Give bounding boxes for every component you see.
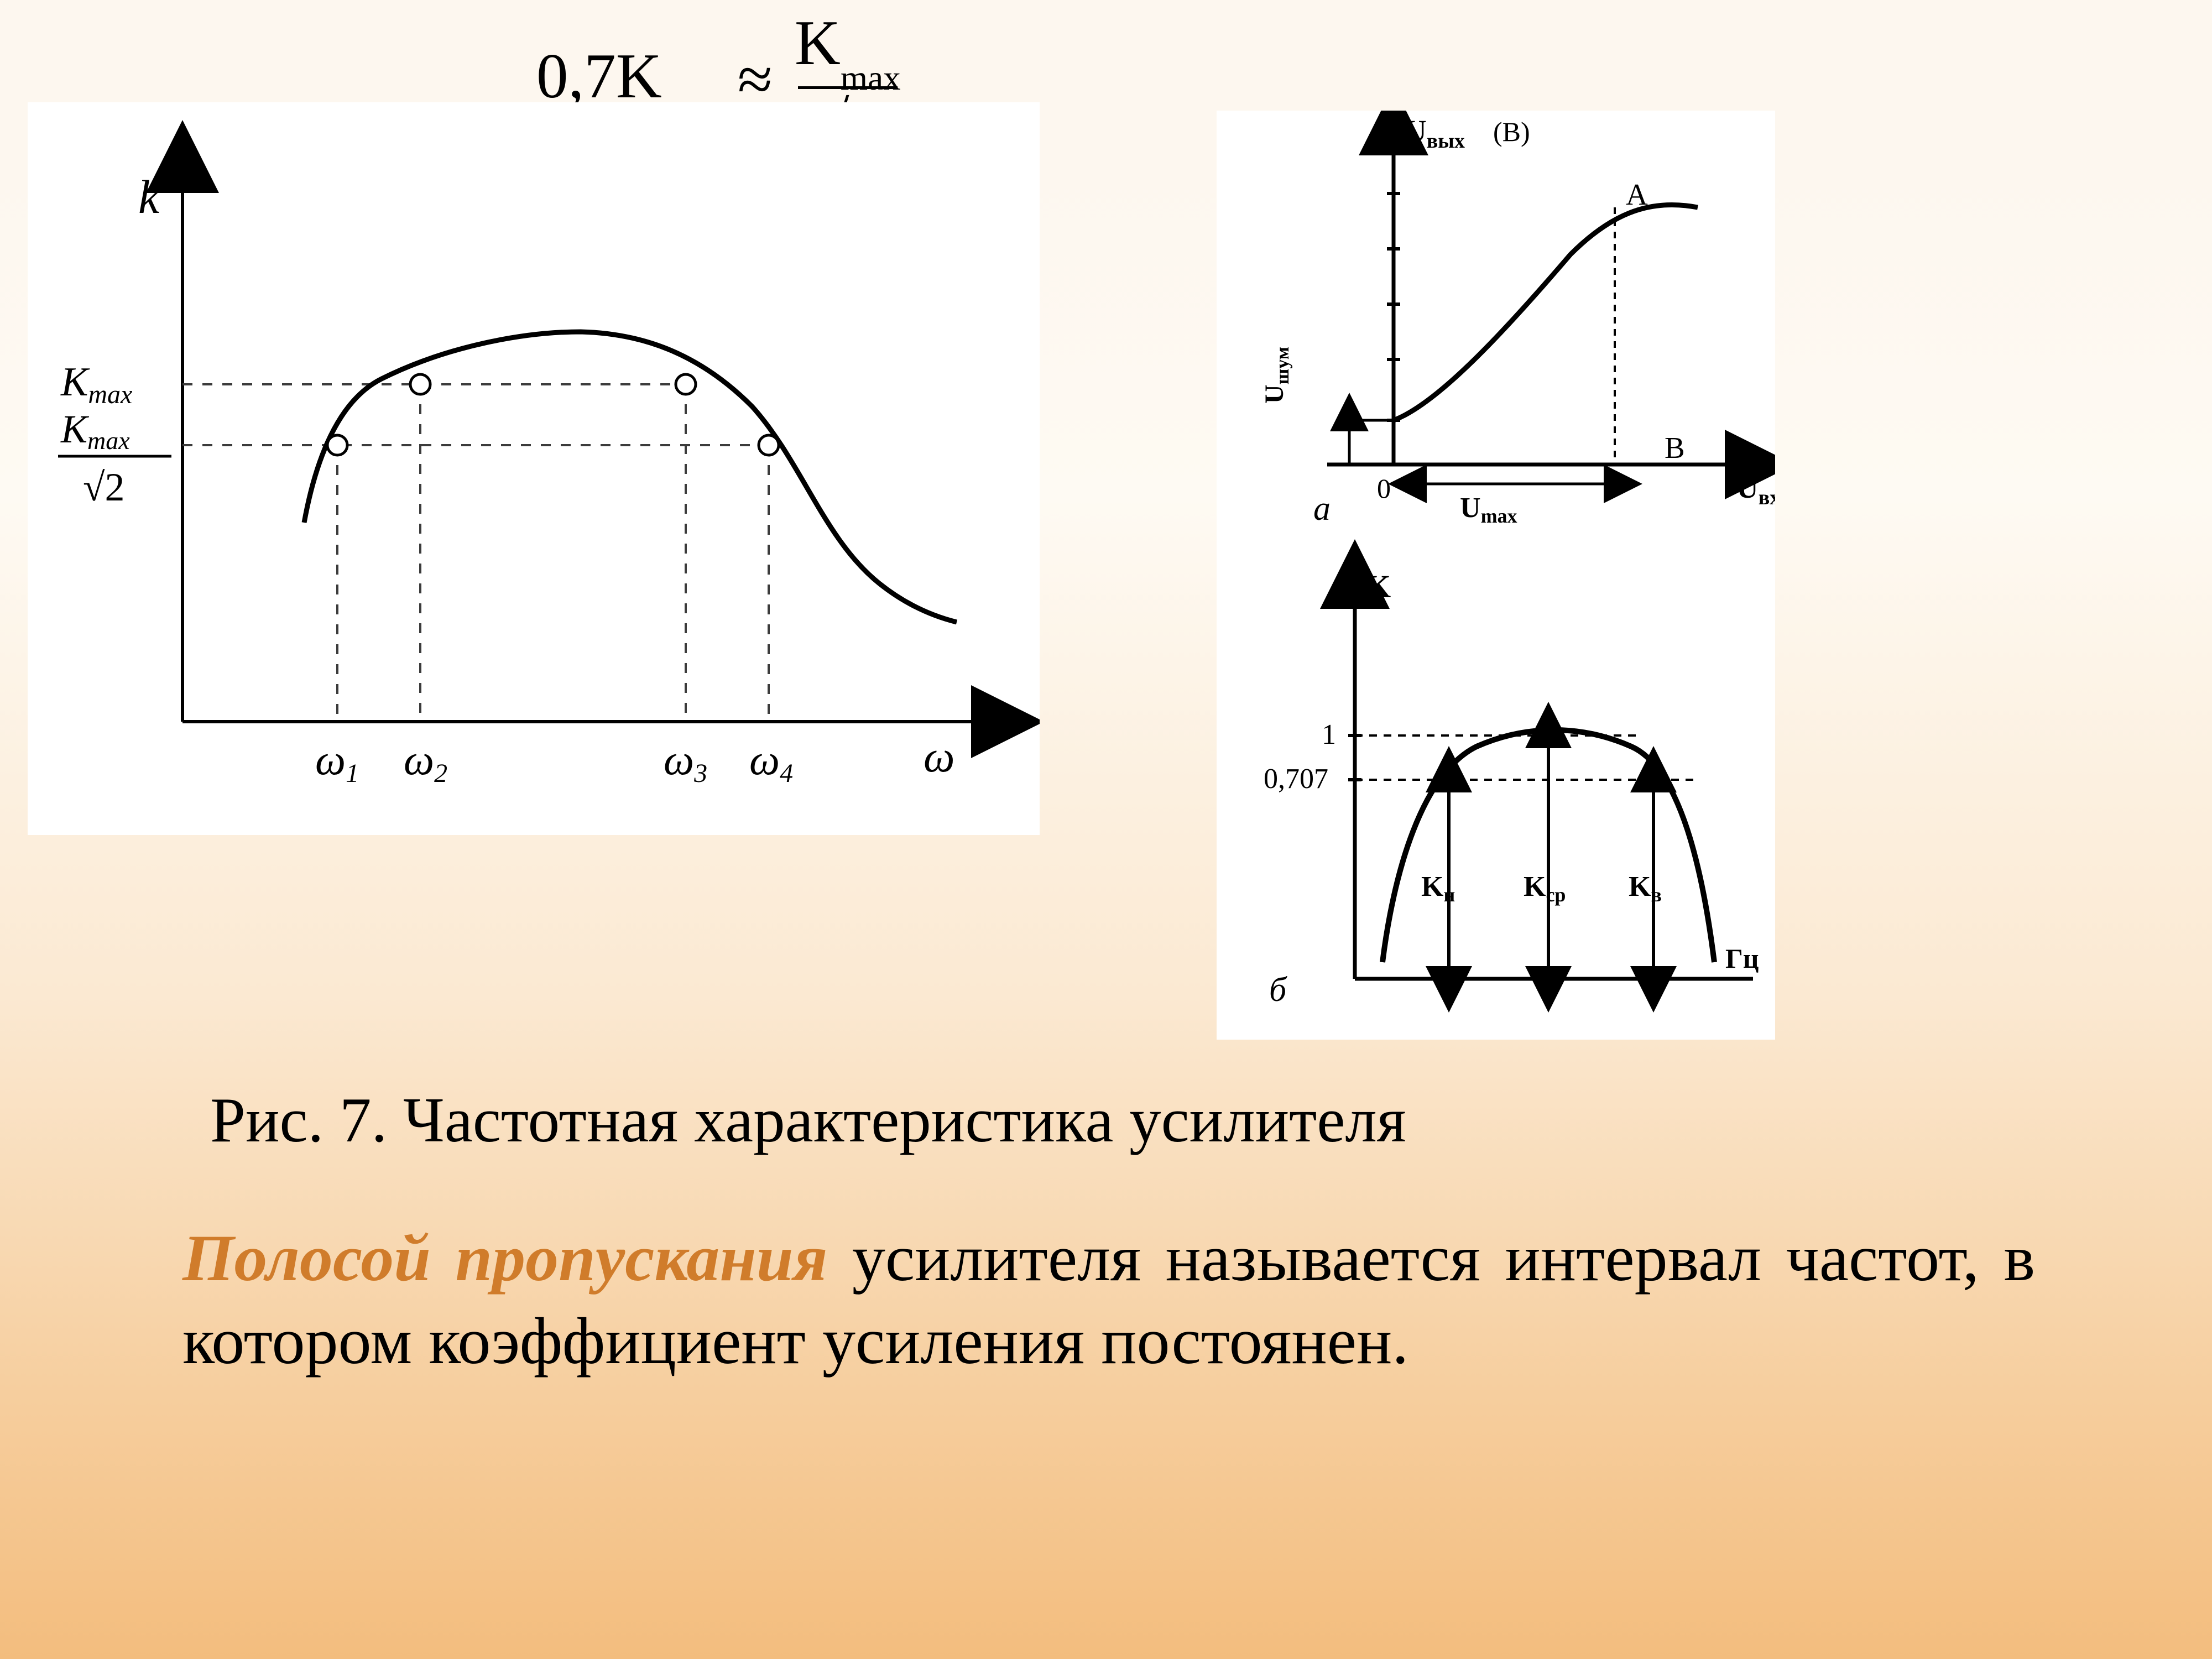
bot-y0707: 0,707	[1264, 763, 1328, 795]
top-origin-label: 0	[1377, 473, 1391, 504]
bottom-bandwidth-chart: K Гц б 1 0,707	[1264, 568, 1759, 1009]
bot-y1: 1	[1322, 719, 1336, 750]
marker-w2	[410, 374, 430, 394]
svg-text:Kmax: Kmax	[60, 407, 130, 455]
y-axis-label: k	[138, 170, 160, 223]
definition-term: Полосой пропускания	[182, 1221, 827, 1295]
top-curve	[1394, 205, 1698, 420]
xlabel-w3: ω3	[664, 735, 707, 788]
body-text: Полосой пропускания усилителя называется…	[182, 1217, 2035, 1383]
formula-coeff: 0,7	[536, 41, 616, 111]
formula-sub2: max	[841, 59, 901, 97]
top-y-label: Uвых	[1405, 114, 1465, 153]
top-point-B: B	[1665, 431, 1685, 465]
bot-y-label: K	[1366, 568, 1391, 604]
bot-kv-label: Kв	[1629, 871, 1662, 906]
response-curve	[304, 332, 957, 622]
xlabel-w2: ω2	[404, 735, 447, 788]
top-y-unit: (В)	[1493, 116, 1530, 147]
top-panel-label: а	[1313, 490, 1331, 528]
main-chart-svg: k ω Kmax Kmax √2	[28, 102, 1040, 835]
x-axis-label: ω	[924, 733, 954, 781]
top-transfer-chart: Uвых (В) Uвх 0 а A B Uшум	[1260, 114, 1775, 528]
ylabel-kmax-sqrt2: Kmax √2	[58, 407, 171, 509]
xlabel-w4: ω4	[749, 735, 793, 788]
right-charts-svg: Uвых (В) Uвх 0 а A B Uшум	[1217, 111, 1775, 1040]
marker-w4	[759, 435, 779, 455]
top-x-label: Uвх	[1736, 471, 1775, 509]
bot-x-label: Гц	[1725, 943, 1759, 974]
main-frequency-chart: k ω Kmax Kmax √2	[28, 102, 1040, 835]
top-point-A: A	[1626, 178, 1648, 211]
top-noise-label: Uшум	[1260, 347, 1293, 404]
marker-w1	[327, 435, 347, 455]
formula-K1: K	[616, 41, 662, 111]
ylabel-kmax: Kmax	[60, 359, 132, 409]
bot-kcp-label: Kср	[1524, 871, 1566, 906]
formula-numerator: Kmax	[788, 10, 907, 86]
bot-panel-label: б	[1269, 971, 1287, 1009]
right-charts-panel: Uвых (В) Uвх 0 а A B Uшум	[1217, 111, 1775, 1040]
slide: 0,7Kmax ≈ Kmax √2 k ω	[0, 0, 2212, 1659]
formula-K2: K	[795, 8, 841, 78]
svg-text:√2: √2	[83, 465, 125, 509]
figure-caption: Рис. 7. Частотная характеристика усилите…	[210, 1084, 2002, 1157]
xlabel-w1: ω1	[315, 735, 359, 788]
marker-w3	[676, 374, 696, 394]
top-umax-label: Umax	[1460, 492, 1517, 527]
